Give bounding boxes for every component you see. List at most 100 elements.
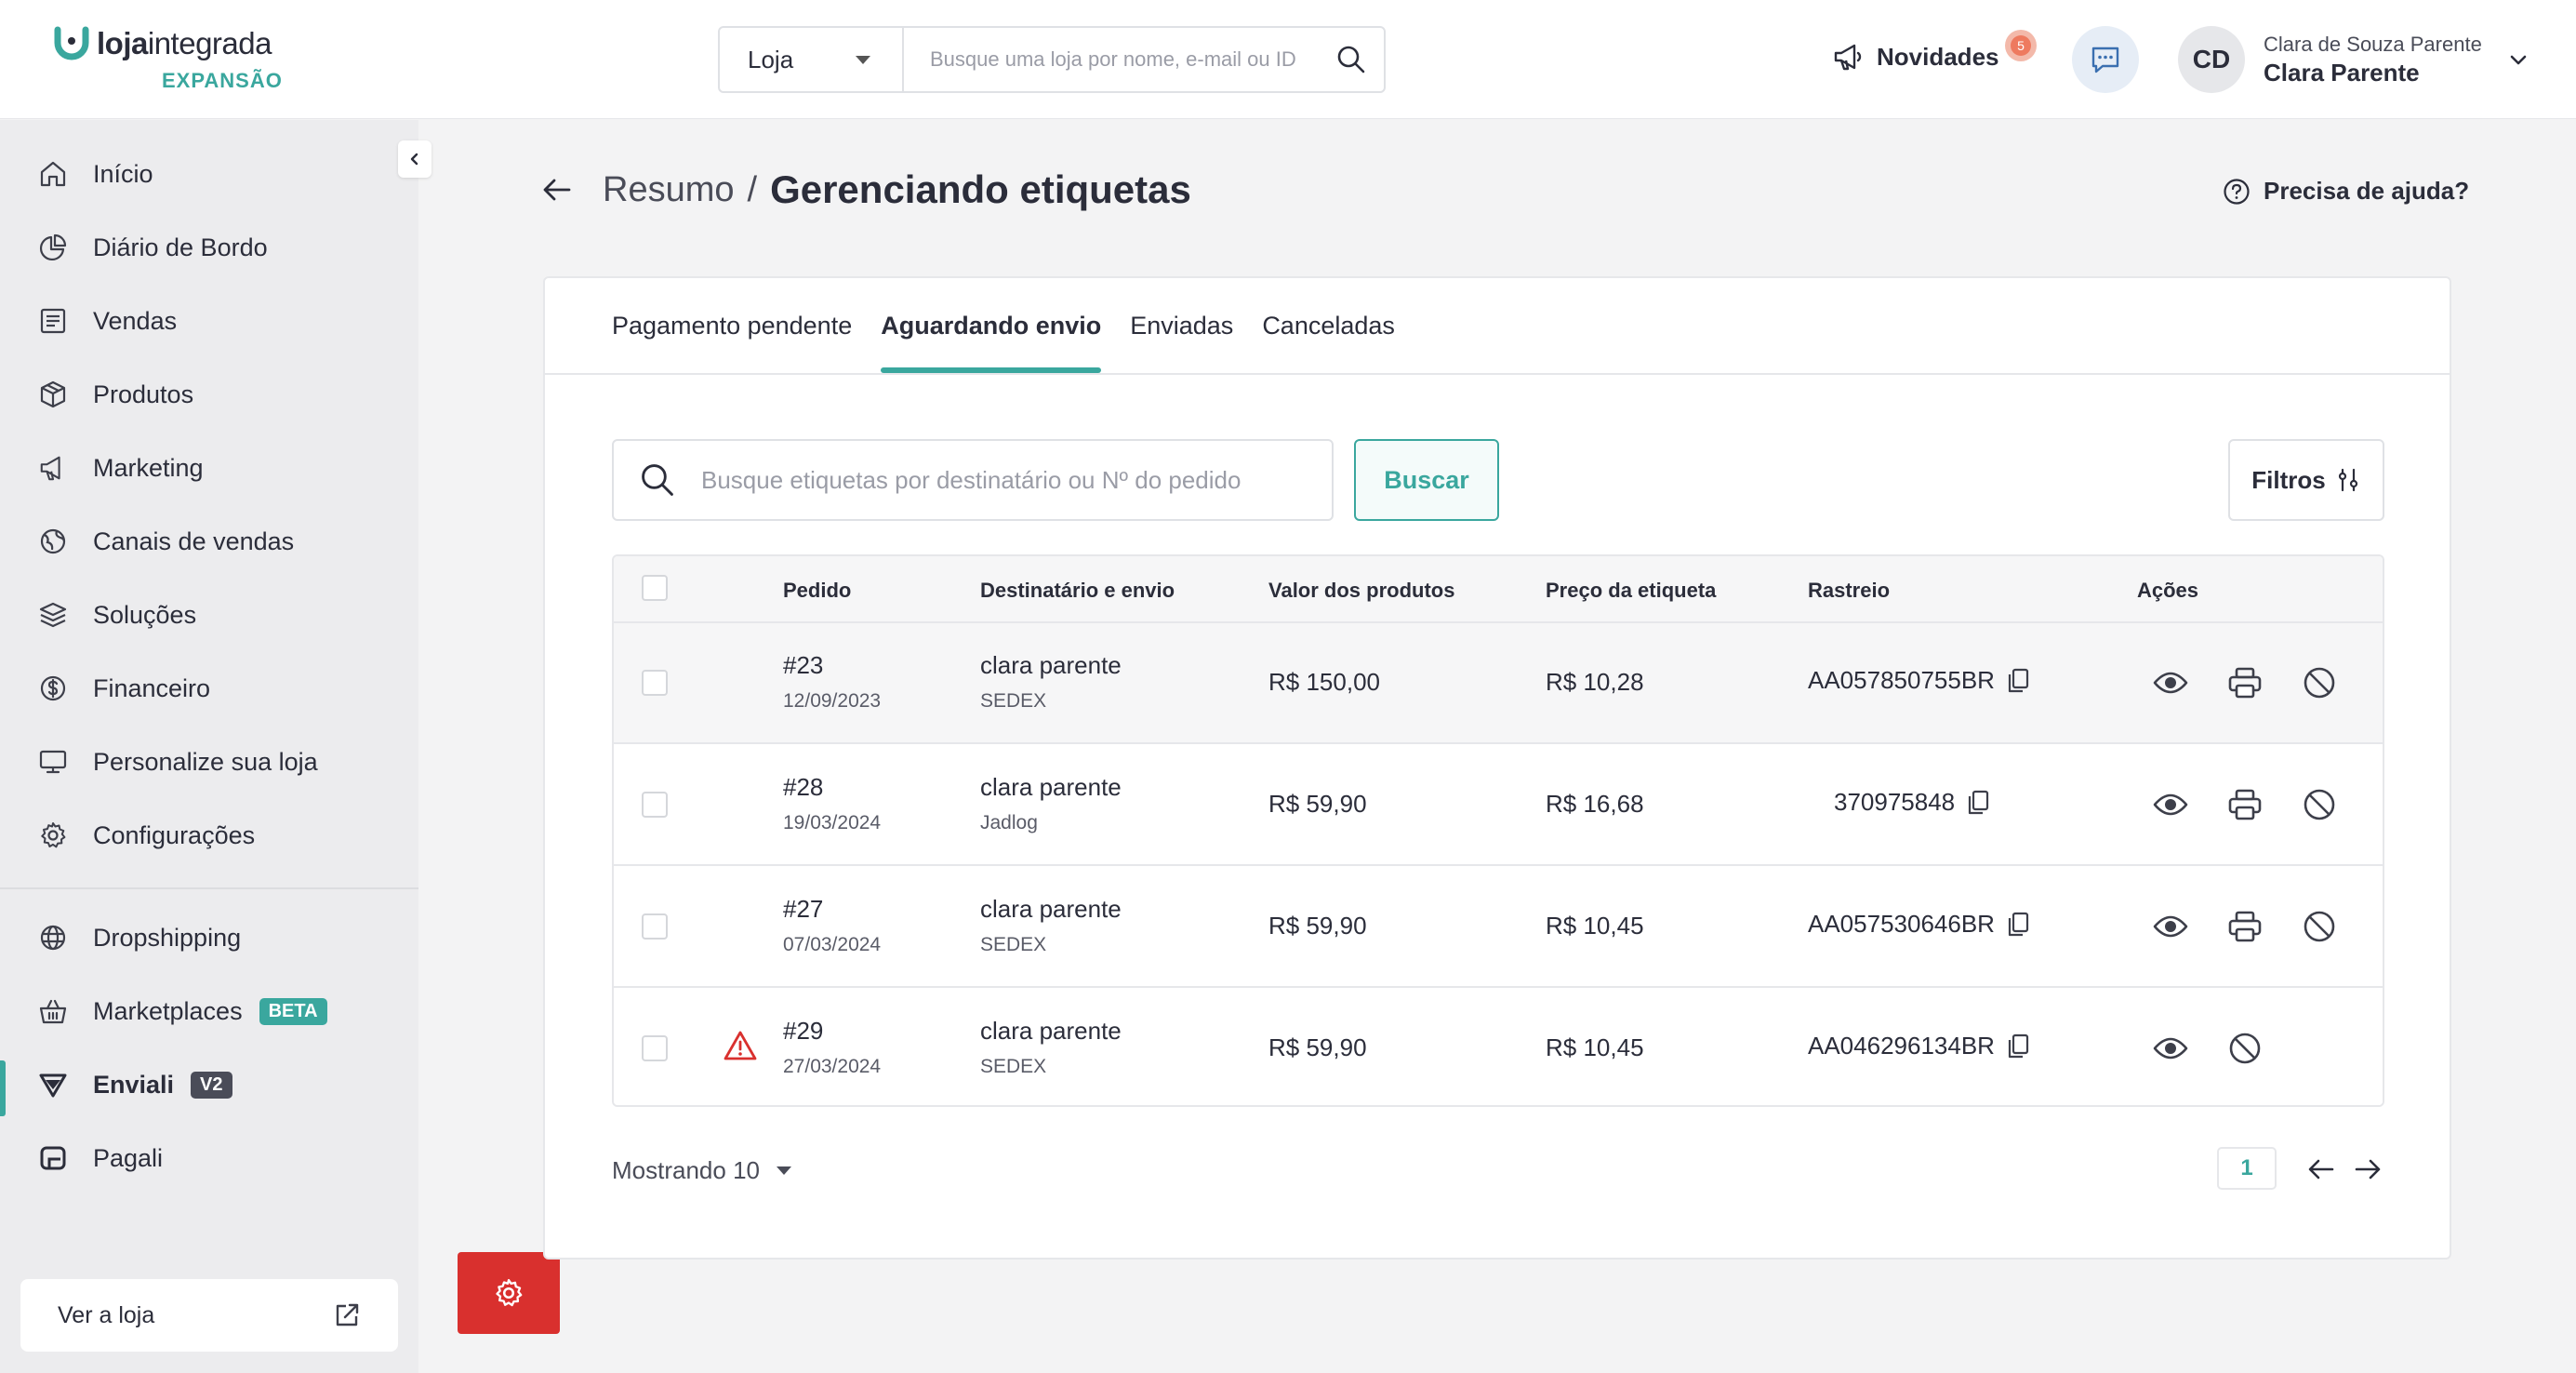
sidebar-item-inicio[interactable]: Início (0, 146, 418, 202)
eye-icon (2153, 793, 2188, 816)
table-row: #29 27/03/2024 clara parente SEDEX R$ 59… (614, 989, 2383, 1105)
print-button[interactable] (2224, 784, 2265, 825)
gear-icon (37, 820, 69, 851)
arrow-right-icon (2355, 1159, 2381, 1180)
sidebar-item-personalize[interactable]: Personalize sua loja (0, 734, 418, 790)
chevron-left-icon (410, 153, 418, 166)
view-button[interactable] (2150, 662, 2191, 703)
logo-mark-icon (54, 26, 89, 60)
news-button[interactable]: Novidades 5 (1832, 30, 2037, 73)
page-size-label: Mostrando 10 (612, 1156, 760, 1184)
view-button[interactable] (2150, 906, 2191, 947)
copy-icon[interactable] (2006, 911, 2030, 939)
globe-icon (37, 526, 69, 557)
tab-pagamento-pendente[interactable]: Pagamento pendente (612, 311, 853, 340)
products-value: R$ 150,00 (1268, 668, 1380, 696)
pagali-icon (37, 1142, 69, 1174)
cancel-button[interactable] (2299, 784, 2340, 825)
label-search-box (612, 439, 1334, 521)
page-header: Resumo / Gerenciando etiquetas (541, 167, 1191, 212)
store-search-button[interactable] (1319, 28, 1384, 91)
label-search-input[interactable] (701, 465, 1306, 495)
tab-aguardando-envio[interactable]: Aguardando envio (881, 278, 1102, 373)
user-menu[interactable]: CD Clara de Souza Parente Clara Parente (2178, 26, 2529, 93)
store-type-select[interactable]: Loja (720, 28, 904, 91)
news-label: Novidades (1877, 42, 1999, 71)
question-circle-icon (2224, 178, 2250, 205)
version-badge: V2 (191, 1071, 232, 1099)
sidebar-item-marketplaces[interactable]: Marketplaces BETA (0, 983, 418, 1039)
search-button[interactable]: Buscar (1354, 439, 1499, 521)
warning-icon[interactable] (724, 1030, 757, 1061)
sidebar-item-canais[interactable]: Canais de vendas (0, 513, 418, 569)
search-icon (1337, 46, 1365, 73)
page-number-button[interactable]: 1 (2217, 1147, 2277, 1190)
labels-card: Pagamento pendente Aguardando envio Envi… (543, 276, 2451, 1260)
printer-icon (2228, 789, 2262, 820)
chat-button[interactable] (2072, 26, 2139, 93)
previous-page-button[interactable] (2303, 1151, 2340, 1188)
row-checkbox[interactable] (642, 792, 668, 818)
sidebar-item-dropshipping[interactable]: Dropshipping (0, 910, 418, 966)
printer-icon (2228, 911, 2262, 942)
table-row: #23 12/09/2023 clara parente SEDEX R$ 15… (614, 623, 2383, 744)
store-search-input[interactable] (904, 28, 1319, 91)
recipient-name: clara parente (980, 773, 1122, 801)
collapse-sidebar-button[interactable] (398, 140, 432, 178)
cancel-button[interactable] (2224, 1028, 2265, 1069)
sidebar-item-solucoes[interactable]: Soluções (0, 587, 418, 643)
tracking-cell: AA046296134BR (1808, 1032, 2030, 1060)
tracking-code: AA057530646BR (1808, 910, 1995, 938)
order-date: 12/09/2023 (783, 690, 882, 712)
search-icon (642, 464, 673, 496)
sidebar-item-marketing[interactable]: Marketing (0, 440, 418, 496)
table-row: #27 07/03/2024 clara parente SEDEX R$ 59… (614, 867, 2383, 988)
row-checkbox[interactable] (642, 913, 668, 940)
page-title: Gerenciando etiquetas (770, 167, 1191, 211)
order-number[interactable]: #29 (783, 1017, 824, 1045)
sidebar-item-financeiro[interactable]: Financeiro (0, 660, 418, 716)
sidebar-divider (0, 887, 418, 889)
view-button[interactable] (2150, 1028, 2191, 1069)
column-header-rastreio: Rastreio (1808, 579, 1891, 602)
brand-logo[interactable]: lojaintegrada EXPANSÃO (52, 24, 282, 92)
order-number[interactable]: #23 (783, 651, 824, 679)
breadcrumb[interactable]: Resumo (603, 169, 735, 209)
row-checkbox[interactable] (642, 670, 668, 696)
sidebar-item-pagali[interactable]: Pagali (0, 1130, 418, 1186)
sidebar-item-diario[interactable]: Diário de Bordo (0, 220, 418, 275)
caret-down-icon (776, 1166, 791, 1175)
sidebar-item-configuracoes[interactable]: Configurações (0, 807, 418, 863)
select-all-checkbox[interactable] (642, 575, 668, 601)
copy-icon[interactable] (1966, 789, 1990, 817)
sidebar-item-enviali[interactable]: Enviali V2 (0, 1057, 418, 1116)
order-date: 27/03/2024 (783, 1056, 882, 1077)
eye-icon (2153, 672, 2188, 694)
cancel-button[interactable] (2299, 662, 2340, 703)
order-number[interactable]: #27 (783, 895, 824, 923)
order-number[interactable]: #28 (783, 773, 824, 801)
view-button[interactable] (2150, 784, 2191, 825)
back-arrow-icon[interactable] (541, 174, 573, 206)
store-type-value: Loja (748, 45, 794, 73)
settings-fab-button[interactable] (458, 1252, 560, 1334)
tab-canceladas[interactable]: Canceladas (1262, 311, 1395, 340)
table-header: Pedido Destinatário e envio Valor dos pr… (614, 556, 2383, 623)
filters-button[interactable]: Filtros (2228, 439, 2384, 521)
basket-icon (37, 995, 69, 1027)
sidebar-item-produtos[interactable]: Produtos (0, 367, 418, 422)
print-button[interactable] (2224, 906, 2265, 947)
pie-chart-icon (37, 232, 69, 263)
cancel-button[interactable] (2299, 906, 2340, 947)
row-checkbox[interactable] (642, 1035, 668, 1061)
copy-icon[interactable] (2006, 667, 2030, 695)
copy-icon[interactable] (2006, 1033, 2030, 1060)
help-link[interactable]: Precisa de ajuda? (2223, 177, 2469, 206)
print-button[interactable] (2224, 662, 2265, 703)
sidebar-item-vendas[interactable]: Vendas (0, 293, 418, 349)
next-page-button[interactable] (2349, 1151, 2386, 1188)
tab-enviadas[interactable]: Enviadas (1130, 311, 1234, 340)
page-size-select[interactable]: Mostrando 10 (612, 1156, 791, 1185)
visit-store-button[interactable]: Ver a loja (20, 1279, 398, 1352)
table-row: #28 19/03/2024 clara parente Jadlog R$ 5… (614, 745, 2383, 866)
